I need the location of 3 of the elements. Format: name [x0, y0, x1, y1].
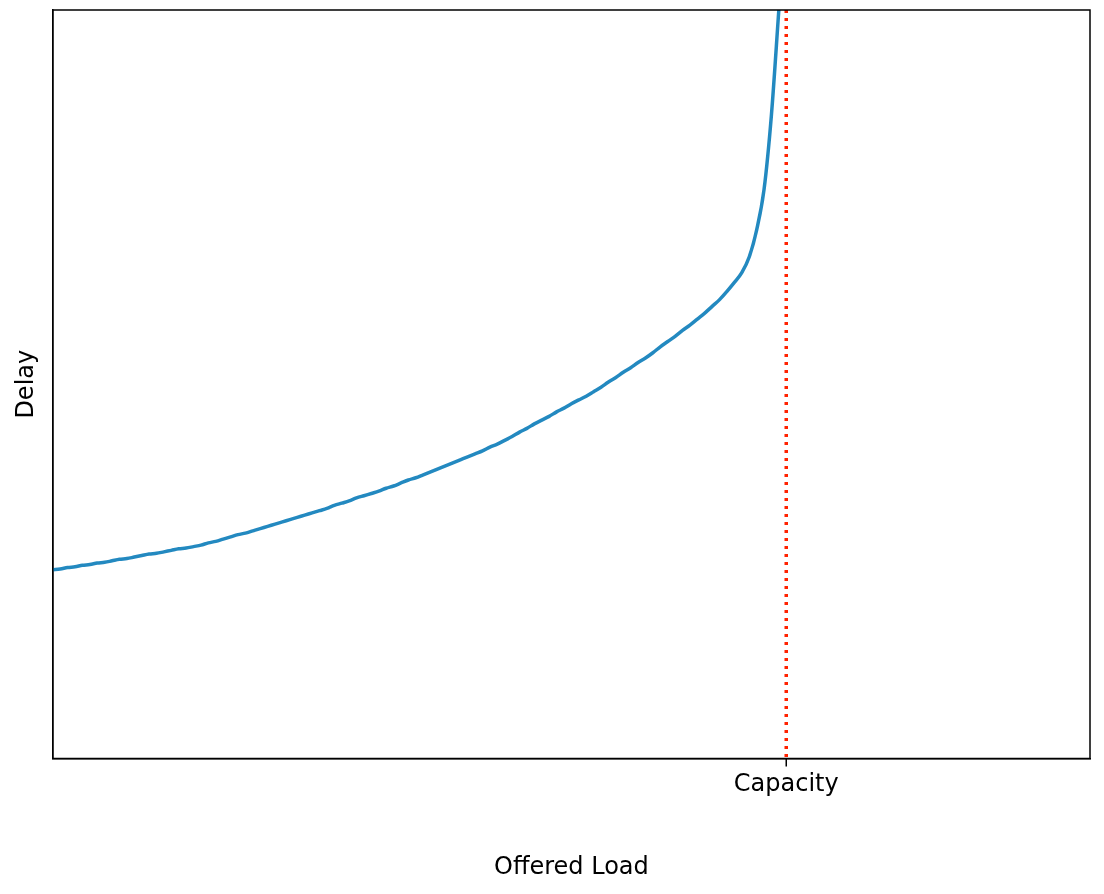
x-axis-title: Offered Load: [494, 851, 649, 880]
y-axis-title: Delay: [10, 349, 39, 419]
text: Capacity: [733, 768, 839, 797]
